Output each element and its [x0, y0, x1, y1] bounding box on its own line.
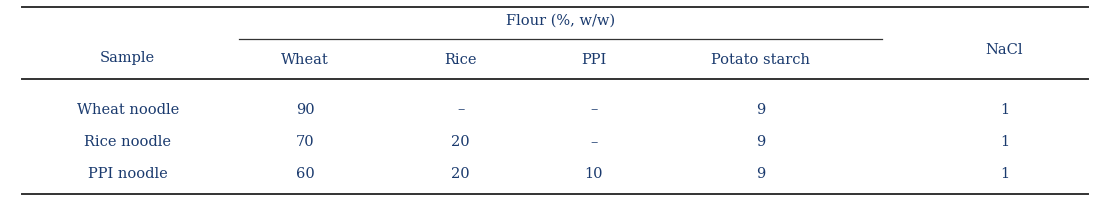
Text: 1: 1: [1000, 166, 1009, 180]
Text: 9: 9: [756, 102, 765, 116]
Text: 10: 10: [585, 166, 603, 180]
Text: –: –: [591, 102, 597, 116]
Text: PPI noodle: PPI noodle: [88, 166, 168, 180]
Text: 9: 9: [756, 134, 765, 148]
Text: –: –: [591, 134, 597, 148]
Text: 1: 1: [1000, 134, 1009, 148]
Text: Wheat noodle: Wheat noodle: [77, 102, 179, 116]
Text: 60: 60: [296, 166, 314, 180]
Text: –: –: [457, 102, 464, 116]
Text: PPI: PPI: [582, 53, 606, 67]
Text: Potato starch: Potato starch: [710, 53, 810, 67]
Text: 90: 90: [296, 102, 314, 116]
Text: 9: 9: [756, 166, 765, 180]
Text: 20: 20: [452, 134, 470, 148]
Text: 1: 1: [1000, 102, 1009, 116]
Text: 70: 70: [296, 134, 314, 148]
Text: NaCl: NaCl: [986, 43, 1023, 56]
Text: Wheat: Wheat: [281, 53, 330, 67]
Text: Rice noodle: Rice noodle: [84, 134, 171, 148]
Text: Flour (%, w/w): Flour (%, w/w): [506, 14, 615, 28]
Text: Rice: Rice: [444, 53, 477, 67]
Text: Sample: Sample: [100, 51, 155, 65]
Text: 20: 20: [452, 166, 470, 180]
